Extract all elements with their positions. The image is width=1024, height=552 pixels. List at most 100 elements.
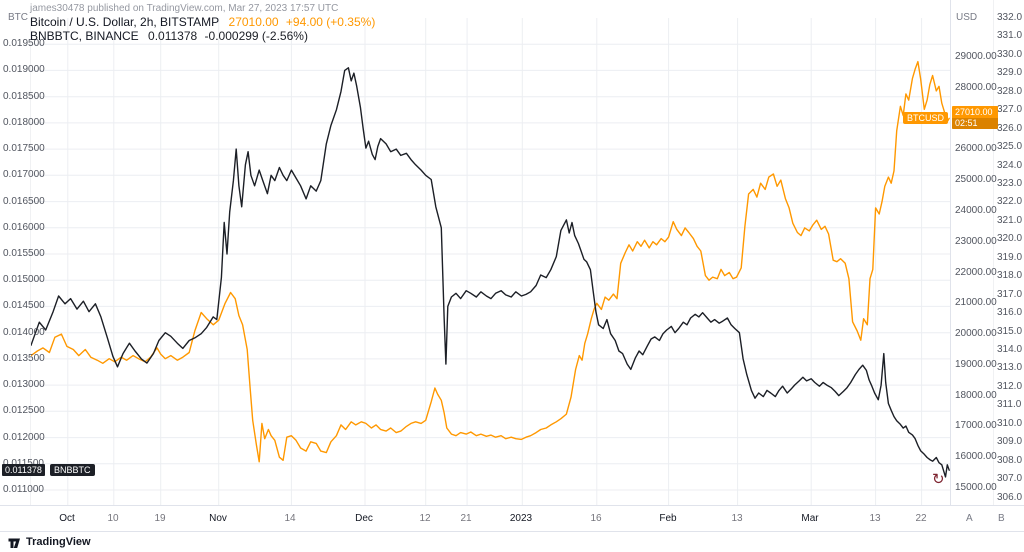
bottom-toolbar: TradingView bbox=[0, 531, 1024, 552]
legend: Bitcoin / U.S. Dollar, 2h, BITSTAMP 2701… bbox=[30, 15, 379, 43]
time-tick-oct: Oct bbox=[59, 513, 75, 524]
time-tick-22: 22 bbox=[915, 513, 927, 524]
time-tick-16: 16 bbox=[590, 513, 602, 524]
btc_left-tick: 0.018000 bbox=[3, 117, 45, 128]
refresh-icon[interactable]: ↻ bbox=[932, 471, 945, 488]
index_far_right-tick: 310.0 bbox=[997, 418, 1023, 429]
right-price-scale-usd[interactable]: 29000.0028000.0027000.0026000.0025000.00… bbox=[951, 0, 997, 531]
index_far_right-tick: 322.0 bbox=[997, 196, 1023, 207]
btc_left-tick: 0.016500 bbox=[3, 196, 45, 207]
index_far_right-tick: 331.0 bbox=[997, 30, 1023, 41]
scale-b-button[interactable]: B bbox=[998, 513, 1005, 524]
time-tick-14: 14 bbox=[284, 513, 296, 524]
btcusd-price-label[interactable]: 27010.00 02:51 bbox=[952, 106, 998, 129]
btcusd-bar-countdown: 02:51 bbox=[952, 118, 998, 129]
btc_left-tick: 0.014500 bbox=[3, 300, 45, 311]
time-tick-10: 10 bbox=[107, 513, 119, 524]
index_far_right-tick: 327.0 bbox=[997, 104, 1023, 115]
index_far_right-tick: 311.0 bbox=[997, 399, 1022, 410]
left-price-scale[interactable]: 0.019500 0.019000 0.018500 0.018000 0.017500… bbox=[0, 0, 45, 531]
chart-canvas[interactable] bbox=[31, 18, 951, 505]
index_far_right-tick: 307.0 bbox=[997, 473, 1023, 484]
btc_left-tick: 0.013000 bbox=[3, 379, 45, 390]
tradingview-brand-link[interactable]: TradingView bbox=[26, 536, 91, 548]
usd_right-tick: 29000.00 bbox=[955, 51, 997, 62]
usd_right-tick: 22000.00 bbox=[955, 267, 997, 278]
index_far_right-tick: 316.0 bbox=[997, 307, 1023, 318]
index_far_right-tick: 318.0 bbox=[997, 270, 1023, 281]
time-tick-nov: Nov bbox=[209, 513, 227, 524]
btc_left-tick: 0.017500 bbox=[3, 143, 45, 154]
btcusd-symbol-chip: BTCUSD bbox=[902, 112, 948, 124]
index_far_right-tick: 326.0 bbox=[997, 123, 1023, 134]
index_far_right-tick: 309.0 bbox=[997, 436, 1023, 447]
legend-title-bnbbtc[interactable]: BNBBTC, BINANCE bbox=[30, 29, 139, 43]
index_far_right-tick: 328.0 bbox=[997, 86, 1023, 97]
btc_left-tick: 0.012500 bbox=[3, 405, 45, 416]
usd_right-tick: 17000.00 bbox=[955, 420, 997, 431]
scale-a-button[interactable]: A bbox=[966, 513, 973, 524]
tradingview-logo-icon[interactable] bbox=[8, 536, 22, 550]
legend-row-bnbbtc[interactable]: BNBBTC, BINANCE 0.011378 -0.000299 (-2.5… bbox=[30, 29, 379, 43]
btc_left-tick: 0.011500 bbox=[3, 459, 44, 469]
time-tick-12: 12 bbox=[419, 513, 431, 524]
index_far_right-tick: 329.0 bbox=[997, 67, 1023, 78]
index_far_right-tick: 313.0 bbox=[997, 362, 1023, 373]
index_far_right-tick: 315.0 bbox=[997, 326, 1023, 337]
publish-info: james30478 published on TradingView.com,… bbox=[30, 3, 339, 14]
usd_right-tick: 18000.00 bbox=[955, 390, 997, 401]
time-tick-mar: Mar bbox=[801, 513, 819, 524]
index_far_right-tick: 306.0 bbox=[997, 492, 1023, 503]
time-tick-dec: Dec bbox=[355, 513, 373, 524]
right-scale-unit: USD bbox=[956, 12, 978, 23]
legend-change-btcusd: +94.00 (+0.35%) bbox=[285, 15, 376, 29]
time-axis[interactable]: Oct 10 19 Nov 14 Dec 12 21 2023 16 Feb 13 Mar 13 22 A … bbox=[0, 505, 1024, 532]
index_far_right-tick: 319.0 bbox=[997, 252, 1023, 263]
usd_right-tick: 25000.00 bbox=[955, 174, 997, 185]
btc_left-tick: 0.017000 bbox=[3, 169, 45, 180]
btcusd-last-price: 27010.00 bbox=[955, 107, 993, 117]
usd_right-tick: 20000.00 bbox=[955, 328, 997, 339]
time-tick-19: 19 bbox=[154, 513, 166, 524]
usd_right-tick: 26000.00 bbox=[955, 143, 997, 154]
btc_left-tick: 0.019000 bbox=[3, 64, 45, 75]
index_far_right-tick: 330.0 bbox=[997, 49, 1023, 60]
price-scale-separator bbox=[950, 0, 951, 531]
usd_right-tick: 15000.00 bbox=[955, 482, 997, 493]
time-tick-13: 13 bbox=[869, 513, 881, 524]
btc_left-tick: 0.012000 bbox=[3, 432, 45, 443]
right-price-scale-index[interactable]: 332.0 331.0 330.0 329.0 328.0 327.0 326.0 325.0… bbox=[994, 0, 1024, 531]
usd_right-tick: 19000.00 bbox=[955, 359, 997, 370]
legend-row-btcusd[interactable]: Bitcoin / U.S. Dollar, 2h, BITSTAMP 2701… bbox=[30, 15, 379, 29]
index_far_right-tick: 324.0 bbox=[997, 160, 1023, 171]
index_far_right-tick: 321.0 bbox=[997, 215, 1023, 226]
legend-title-btcusd[interactable]: Bitcoin / U.S. Dollar, 2h, BITSTAMP bbox=[30, 15, 220, 29]
far-scale-separator bbox=[993, 0, 994, 531]
bnbbtc-price-label[interactable]: 0.011378 bbox=[2, 464, 45, 476]
btc_left-tick: 0.015500 bbox=[3, 248, 45, 259]
index_far_right-tick: 332.0 bbox=[997, 12, 1023, 23]
index_far_right-tick: 317.0 bbox=[997, 289, 1023, 300]
btc_left-tick: 0.014000 bbox=[3, 327, 45, 338]
usd_right-tick: 21000.00 bbox=[955, 297, 997, 308]
time-tick-2023: 2023 bbox=[509, 513, 533, 524]
chart-plot-area[interactable] bbox=[30, 18, 951, 505]
btc_left-tick: 0.016000 bbox=[3, 222, 45, 233]
usd_right-tick: 24000.00 bbox=[955, 205, 997, 216]
index_far_right-tick: 323.0 bbox=[997, 178, 1023, 189]
time-tick-13: 13 bbox=[731, 513, 743, 524]
legend-change-bnbbtc: -0.000299 (-2.56%) bbox=[204, 29, 308, 43]
btc_left-tick: 0.013500 bbox=[3, 353, 45, 364]
btc_left-tick: 0.015000 bbox=[3, 274, 45, 285]
index_far_right-tick: 314.0 bbox=[997, 344, 1023, 355]
index_far_right-tick: 308.0 bbox=[997, 455, 1023, 466]
index_far_right-tick: 320.0 bbox=[997, 233, 1023, 244]
btc_left-tick: 0.018500 bbox=[3, 91, 45, 102]
btc_left-tick: 0.011000 bbox=[3, 484, 44, 495]
time-tick-21: 21 bbox=[460, 513, 472, 524]
index_far_right-tick: 312.0 bbox=[997, 381, 1023, 392]
btc_left-tick: 0.019500 bbox=[3, 38, 45, 49]
index_far_right-tick: 325.0 bbox=[997, 141, 1023, 152]
usd_right-tick: 16000.00 bbox=[955, 451, 997, 462]
